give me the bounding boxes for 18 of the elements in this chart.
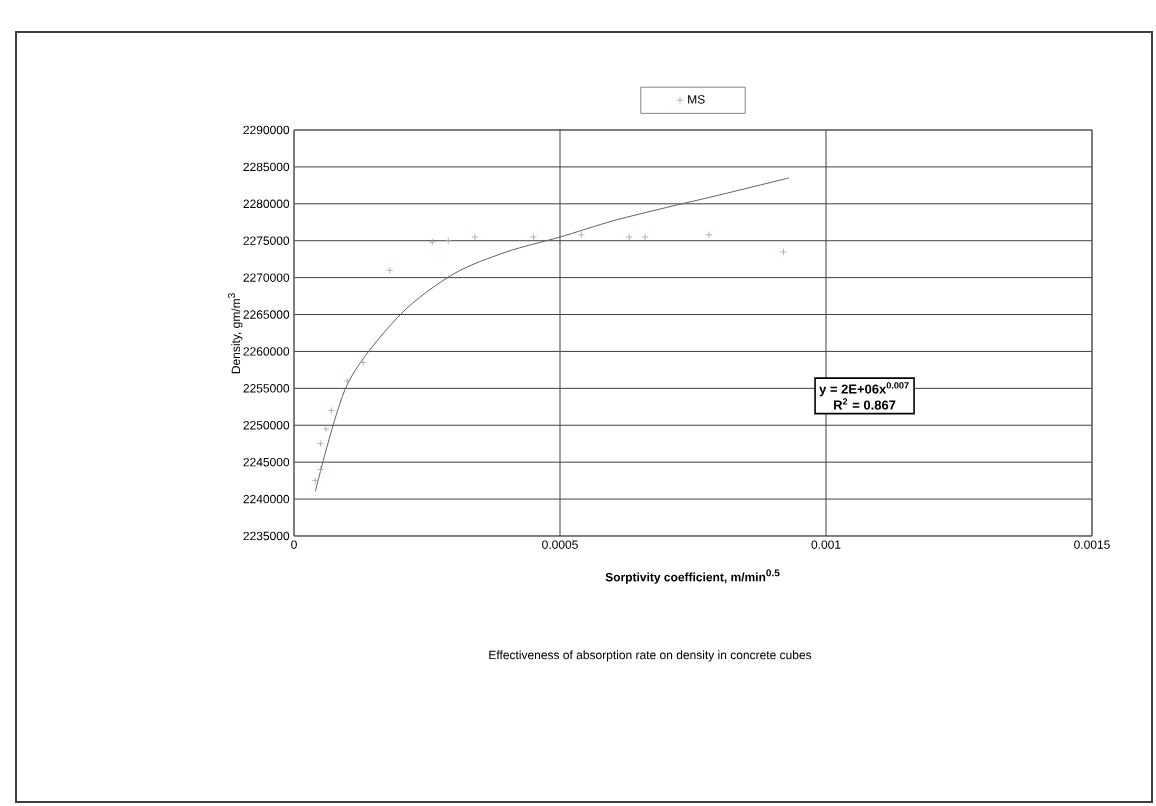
point xyxy=(322,425,330,433)
point xyxy=(317,465,325,474)
point xyxy=(625,233,633,241)
point xyxy=(428,238,436,246)
point xyxy=(471,233,479,241)
point xyxy=(311,477,319,485)
point xyxy=(327,406,335,415)
point xyxy=(317,440,325,448)
point xyxy=(529,233,538,241)
point xyxy=(577,231,585,239)
point xyxy=(359,358,367,367)
line-series xyxy=(314,177,790,493)
point xyxy=(705,231,713,239)
point xyxy=(343,377,351,385)
point xyxy=(779,248,788,256)
point xyxy=(641,233,649,241)
point xyxy=(386,266,394,274)
point xyxy=(444,237,452,245)
